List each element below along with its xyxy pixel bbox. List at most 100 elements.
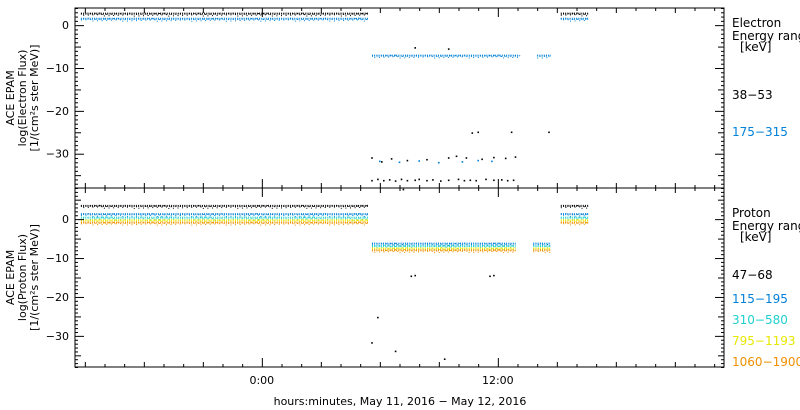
electron-series-1-point — [372, 55, 373, 57]
proton-series-0-point — [345, 207, 347, 209]
proton-series-1-point — [475, 243, 477, 245]
proton-series-0-point — [340, 207, 342, 209]
electron-series-1-point — [422, 56, 424, 58]
electron-series-0-point — [371, 179, 373, 182]
electron-series-1-point — [473, 57, 475, 59]
proton-series-3-point — [115, 220, 117, 222]
electron-series-0-point — [117, 14, 119, 16]
electron-series-0-point — [239, 13, 241, 15]
proton-series-0-point — [126, 206, 128, 208]
proton-series-4-point — [503, 252, 505, 254]
electron-series-1-point — [133, 18, 135, 20]
proton-series-3-point — [457, 248, 459, 250]
proton-series-3-point — [482, 248, 484, 250]
proton-series-2-point — [347, 216, 349, 218]
electron-series-0-point — [352, 13, 354, 15]
electron-series-0-point — [463, 179, 466, 182]
proton-series-4-point — [193, 223, 195, 224]
electron-series-1-point — [586, 18, 588, 20]
proton-series-2-point — [415, 246, 417, 248]
proton-series-2-point — [212, 218, 213, 220]
proton-series-4-point — [175, 223, 177, 225]
proton-series-4-point — [115, 223, 117, 225]
proton-series-1-point — [189, 214, 190, 216]
electron-legend-subtitle: Energy range — [732, 29, 800, 43]
electron-series-1-point — [406, 55, 408, 57]
proton-series-0-point — [223, 205, 225, 207]
proton-series-4-point — [251, 222, 253, 223]
proton-series-4-point — [352, 223, 354, 225]
proton-series-4-point — [133, 222, 135, 224]
electron-series-0-point — [574, 14, 576, 16]
proton-series-3-point — [258, 219, 259, 221]
electron-series-1-point — [411, 55, 413, 57]
proton-series-4-point — [271, 222, 273, 224]
electron-series-0-point — [310, 15, 312, 17]
electron-series-0-point — [565, 14, 567, 16]
electron-series-0-point — [244, 13, 246, 15]
proton-series-4-point — [438, 252, 440, 253]
electron-series-1-point — [491, 56, 493, 58]
proton-series-0-point — [294, 206, 296, 208]
electron-series-0-point — [94, 12, 96, 14]
proton-series-2-point — [549, 245, 551, 247]
electron-series-0-point — [184, 13, 186, 15]
proton-series-0-point — [350, 207, 351, 209]
electron-series-1-point — [248, 19, 250, 21]
electron-series-0-point — [315, 15, 317, 17]
proton-series-4-point — [406, 250, 408, 252]
proton-series-2-point — [294, 217, 296, 219]
proton-series-0-point — [315, 207, 317, 209]
proton-series-2-point — [133, 218, 135, 220]
electron-series-1-point — [255, 17, 257, 19]
proton-series-0-point — [563, 205, 565, 207]
proton-series-3-point — [278, 220, 280, 222]
electron-legend-unit: [keV] — [740, 40, 771, 54]
proton-series-1-point — [498, 242, 500, 244]
electron-series-0-point — [90, 13, 92, 14]
proton-series-3-point — [475, 247, 477, 249]
proton-series-0-point — [241, 207, 243, 209]
electron-series-1-point — [103, 18, 105, 20]
proton-series-0-point — [209, 206, 211, 208]
proton-series-2-point — [168, 218, 170, 220]
electron-series-0-point — [581, 15, 583, 17]
electron-series-1-point — [170, 20, 172, 22]
proton-series-4-point — [177, 222, 179, 224]
electron-series-1-point — [491, 160, 493, 163]
electron-y-tick-label: −30 — [46, 148, 69, 161]
electron-series-1-point — [470, 55, 472, 57]
electron-series-1-point — [154, 19, 156, 21]
electron-series-0-point — [172, 15, 174, 17]
proton-series-2-point — [115, 219, 117, 221]
proton-series-2-point — [198, 218, 200, 220]
proton-series-2-point — [161, 217, 163, 219]
proton-series-3-point — [193, 219, 195, 221]
electron-series-1-point — [156, 20, 158, 22]
proton-series-3-point — [574, 221, 576, 222]
proton-series-3-point — [427, 248, 429, 249]
proton-series-4-point — [191, 224, 193, 226]
proton-legend-series-310-580: 310−580 — [732, 313, 788, 327]
proton-series-2-point — [484, 246, 486, 248]
electron-series-0-point — [255, 14, 257, 16]
electron-series-0-point — [299, 14, 301, 16]
proton-series-1-point — [255, 213, 257, 215]
proton-series-2-point — [315, 218, 317, 220]
proton-series-0-point — [352, 205, 354, 207]
electron-series-1-point — [493, 54, 495, 56]
electron-series-0-point — [475, 179, 477, 182]
proton-series-1-point — [147, 213, 149, 215]
proton-series-2-point — [278, 216, 280, 218]
proton-series-1-point — [177, 213, 179, 215]
proton-series-2-point — [209, 216, 211, 218]
proton-series-3-point — [313, 220, 315, 222]
proton-series-4-point — [189, 223, 190, 225]
electron-series-1-point — [487, 56, 488, 58]
proton-series-1-point — [406, 243, 408, 245]
electron-series-0-point — [248, 13, 250, 15]
proton-series-1-point — [376, 243, 378, 245]
electron-y-tick-label: −20 — [46, 105, 69, 118]
electron-series-1-point — [424, 54, 426, 56]
proton-series-2-point — [172, 218, 174, 220]
